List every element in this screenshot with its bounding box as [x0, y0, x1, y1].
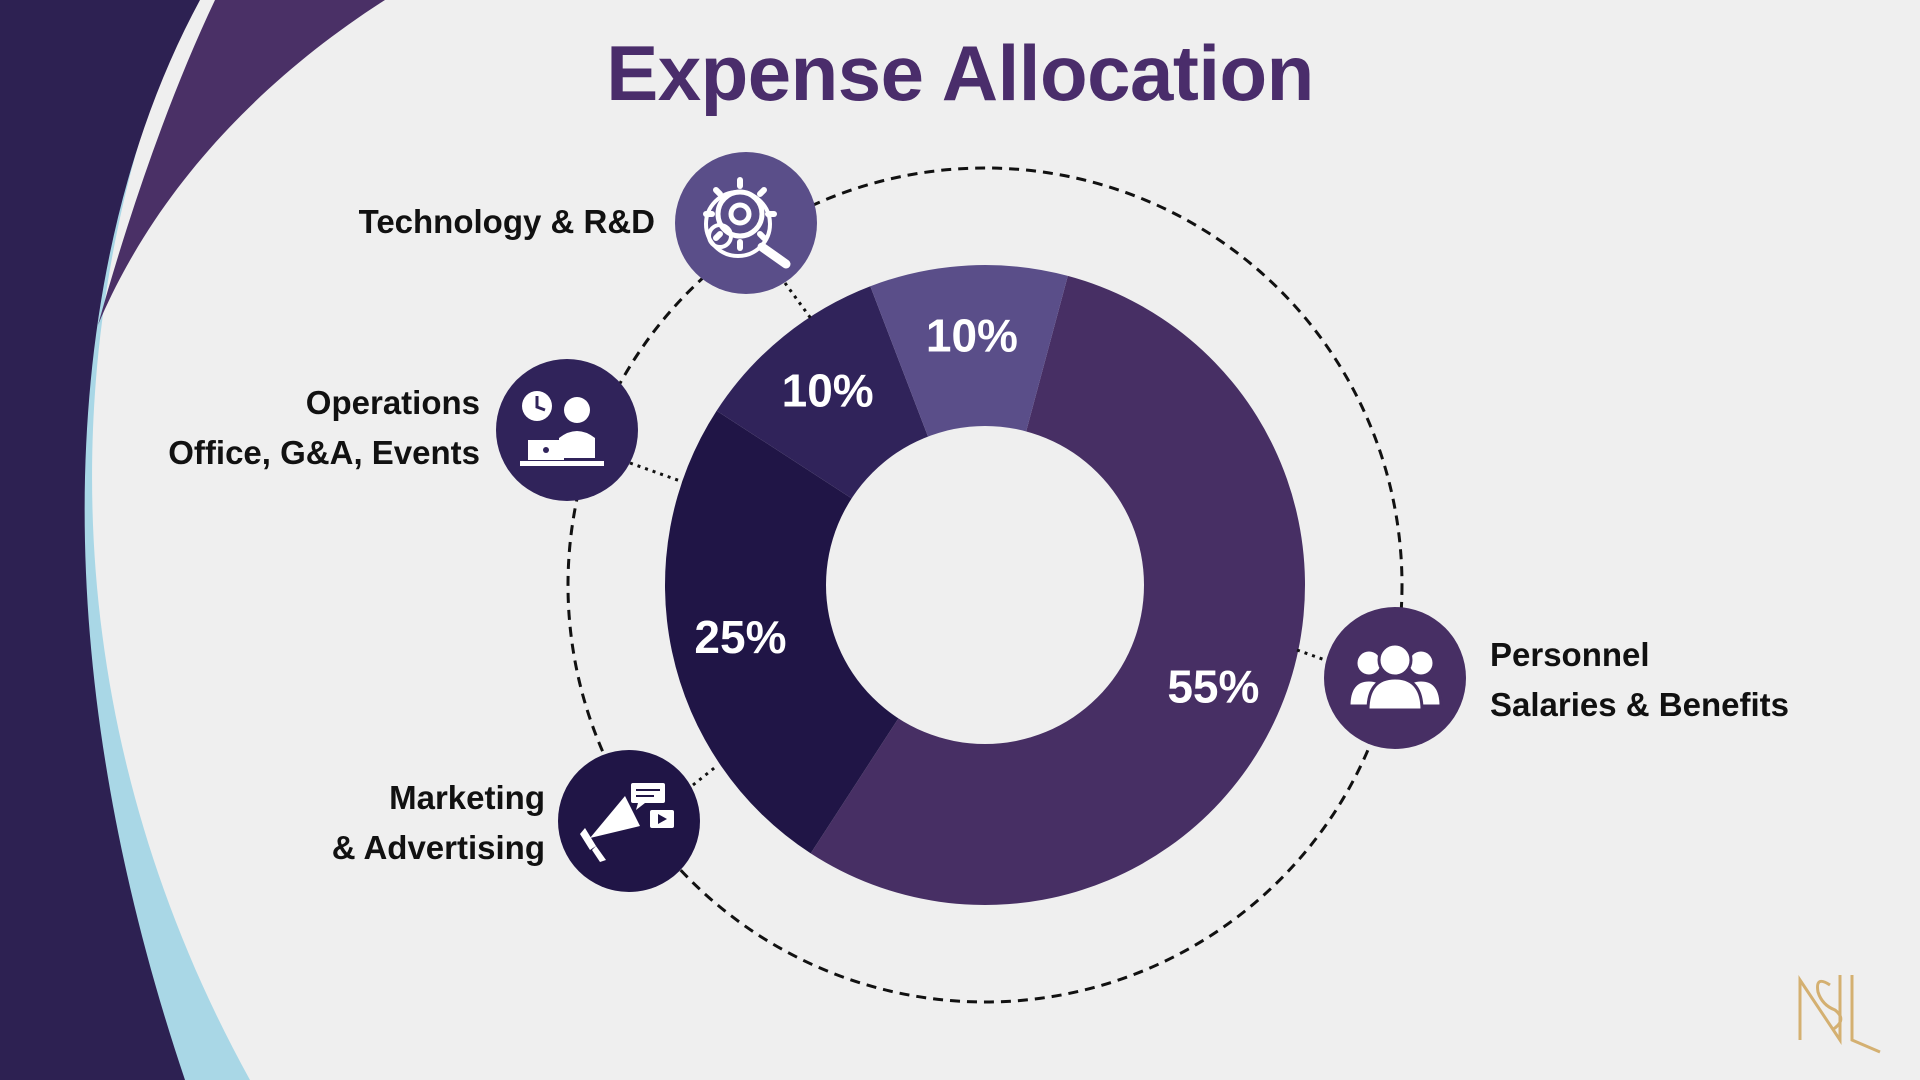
dashed-orbit-ring — [566, 166, 1404, 1004]
connector-operations — [629, 461, 684, 484]
decor-dark-band — [0, 0, 200, 1080]
operations-badge — [496, 359, 638, 501]
marketing-label-line-1: Marketing — [389, 779, 545, 816]
donut-slice-marketing-value-label: 25% — [694, 611, 786, 663]
connector-marketing — [692, 763, 719, 787]
personnel-label-line-1: Personnel — [1490, 636, 1650, 673]
donut-hole — [826, 426, 1144, 744]
technology-label-line-1: Technology & R&D — [358, 203, 655, 240]
people-group-icon — [1347, 642, 1443, 712]
personnel-label-line-2: Salaries & Benefits — [1490, 686, 1789, 723]
callout-marketing-label: Marketing & Advertising — [200, 773, 545, 873]
marketing-label-line-2: & Advertising — [331, 829, 545, 866]
personnel-badge — [1324, 607, 1466, 749]
callout-technology-label: Technology & R&D — [300, 197, 655, 247]
connector-personnel — [1296, 648, 1326, 662]
donut-slice-technology-value-label: 10% — [926, 309, 1018, 361]
nsl-monogram-logo — [1798, 975, 1881, 1054]
connector-technology — [783, 282, 814, 321]
donut-slice-technology — [870, 265, 1068, 585]
callout-personnel-label: Personnel Salaries & Benefits — [1490, 630, 1870, 730]
gear-magnifier-icon — [703, 177, 791, 269]
megaphone-icon — [580, 783, 674, 862]
donut-value-labels: 55% 25% 10% 10% — [694, 309, 1259, 712]
donut-slice-personnel-value-label: 55% — [1167, 661, 1259, 713]
decor-purple-swoosh — [98, 0, 385, 325]
donut-slice-marketing — [664, 410, 985, 854]
callout-operations-label: Operations Office, G&A, Events — [100, 378, 480, 478]
donut-slice-operations-value-label: 10% — [782, 365, 874, 417]
operations-label-line-1: Operations — [305, 384, 480, 421]
marketing-badge — [558, 750, 700, 892]
technology-badge — [675, 152, 817, 294]
page-title: Expense Allocation — [606, 29, 1314, 117]
office-worker-icon — [520, 391, 604, 466]
operations-label-line-2: Office, G&A, Events — [168, 434, 480, 471]
